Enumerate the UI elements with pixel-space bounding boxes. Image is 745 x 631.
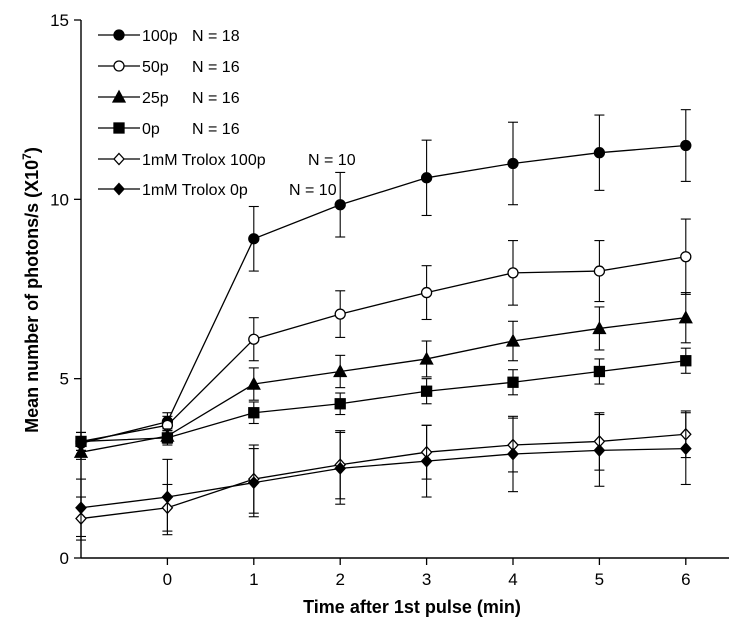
series-2 bbox=[73, 292, 693, 460]
legend-marker bbox=[113, 29, 125, 41]
data-point bbox=[505, 333, 521, 347]
data-point bbox=[334, 398, 346, 410]
y-axis-title: Mean number of photons/s (X107) bbox=[20, 147, 42, 433]
data-point bbox=[678, 310, 693, 324]
legend-label: 0p bbox=[142, 121, 160, 138]
data-point bbox=[161, 490, 174, 504]
legend-marker bbox=[113, 152, 125, 166]
x-tick-label: 0 bbox=[163, 570, 172, 589]
data-point bbox=[75, 435, 87, 448]
data-point bbox=[247, 476, 260, 490]
series-line bbox=[80, 256, 686, 443]
series-line bbox=[80, 317, 686, 453]
data-point bbox=[507, 267, 519, 279]
legend-marker bbox=[113, 122, 125, 134]
x-tick-label: 4 bbox=[508, 570, 517, 589]
data-point bbox=[420, 286, 433, 299]
y-axis-title-suffix: ) bbox=[22, 147, 42, 153]
data-point bbox=[420, 385, 433, 397]
x-tick-label: 3 bbox=[422, 570, 431, 589]
legend-item-1: 50p N = 16 bbox=[98, 59, 240, 76]
data-point bbox=[680, 251, 692, 263]
data-point bbox=[593, 365, 606, 378]
legend-item-4: 1mM Trolox 100p N = 10 bbox=[98, 152, 356, 169]
legend-label: 1mM Trolox 0p bbox=[142, 182, 248, 199]
data-point bbox=[592, 321, 607, 335]
data-point bbox=[593, 147, 606, 159]
series-1 bbox=[75, 218, 692, 451]
series-line bbox=[80, 360, 686, 443]
data-point bbox=[248, 333, 260, 345]
legend-item-2: 25p N = 16 bbox=[98, 89, 240, 107]
data-point bbox=[334, 199, 346, 211]
axes: 0 5 10 15 0 1 2 3 4 5 6 bbox=[50, 11, 729, 589]
data-point bbox=[334, 461, 347, 475]
legend-label: 25p bbox=[142, 90, 169, 107]
legend-n-label: N = 10 bbox=[308, 152, 356, 169]
legend-item-5: 1mM Trolox 0p N = 10 bbox=[98, 182, 337, 199]
legend: 100p N = 18 50p N = 16 25p N = 16 0p N = 16 1mM … bbox=[98, 28, 356, 199]
legend-n-label: N = 18 bbox=[192, 28, 240, 45]
series-line bbox=[80, 144, 686, 444]
x-tick-label: 1 bbox=[249, 570, 258, 589]
legend-n-label: N = 10 bbox=[289, 182, 337, 199]
x-tick-label: 5 bbox=[595, 570, 604, 589]
data-point bbox=[593, 443, 606, 457]
series-5 bbox=[75, 412, 692, 538]
series-3 bbox=[75, 347, 692, 451]
legend-n-label: N = 16 bbox=[192, 90, 240, 107]
legend-n-label: N = 16 bbox=[192, 59, 240, 76]
data-point bbox=[161, 432, 174, 444]
data-point bbox=[246, 376, 261, 390]
data-point bbox=[248, 233, 260, 245]
data-point bbox=[334, 308, 346, 320]
data-point bbox=[680, 355, 692, 367]
data-point bbox=[73, 444, 89, 458]
y-tick-label: 15 bbox=[50, 11, 69, 30]
legend-marker bbox=[113, 182, 125, 196]
legend-label: 50p bbox=[142, 59, 169, 76]
data-point bbox=[420, 454, 433, 468]
data-point bbox=[419, 351, 434, 365]
series-layer bbox=[73, 109, 693, 541]
y-axis-title-superscript: 7 bbox=[20, 153, 34, 160]
legend-n-label: N = 16 bbox=[192, 121, 240, 138]
data-point bbox=[593, 265, 606, 277]
x-axis-title: Time after 1st pulse (min) bbox=[303, 597, 521, 617]
data-point bbox=[507, 447, 519, 461]
data-point bbox=[248, 407, 260, 419]
data-point bbox=[333, 364, 348, 378]
y-axis-title-main: Mean number of photons/s (X10 bbox=[22, 160, 42, 433]
series-line bbox=[80, 433, 686, 520]
data-point bbox=[507, 376, 519, 388]
legend-label: 100p bbox=[142, 28, 178, 45]
x-tick-label: 2 bbox=[335, 570, 344, 589]
y-tick-label: 5 bbox=[60, 370, 69, 389]
legend-item-3: 0p N = 16 bbox=[98, 121, 240, 138]
data-point bbox=[680, 139, 692, 152]
legend-marker bbox=[113, 60, 125, 72]
y-tick-label: 10 bbox=[50, 190, 69, 209]
data-point bbox=[420, 172, 433, 184]
data-point bbox=[679, 442, 692, 456]
legend-marker bbox=[111, 89, 127, 103]
series-line bbox=[80, 447, 686, 509]
x-tick-label: 6 bbox=[681, 570, 690, 589]
legend-label: 1mM Trolox 100p bbox=[142, 152, 266, 169]
legend-item-0: 100p N = 18 bbox=[98, 28, 240, 45]
data-point bbox=[507, 157, 519, 170]
y-tick-label: 0 bbox=[60, 549, 69, 568]
data-point bbox=[75, 501, 87, 515]
